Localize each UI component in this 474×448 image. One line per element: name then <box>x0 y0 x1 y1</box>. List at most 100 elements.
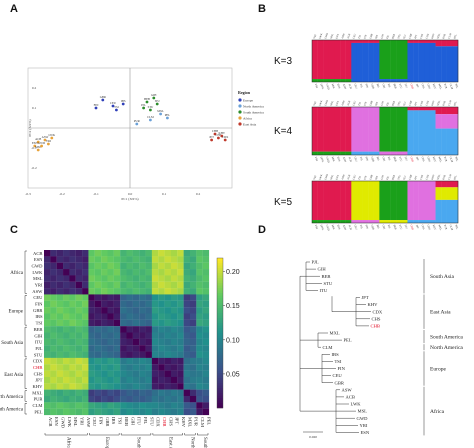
heatmap-cell <box>132 250 140 257</box>
heatmap-group-bracket <box>24 403 27 415</box>
heatmap-cell <box>50 351 57 358</box>
colorbar-segment <box>217 330 223 334</box>
admix-top-label: CEU <box>352 100 357 106</box>
heatmap-cell <box>183 326 191 333</box>
heatmap-cell <box>63 332 70 339</box>
admix-segment-stu <box>396 79 403 82</box>
heatmap-cell <box>202 275 210 282</box>
admix-segment-gwd <box>323 107 330 152</box>
heatmap-cell <box>107 250 114 257</box>
admix-row-label: K=5 <box>274 197 293 208</box>
heatmap-cell <box>132 338 140 346</box>
heatmap-cell <box>139 269 146 276</box>
heatmap-cell <box>75 275 83 282</box>
heatmap-cell <box>107 338 114 346</box>
heatmap-cell <box>196 345 203 352</box>
heatmap-cell <box>44 307 51 314</box>
admix-top-label: YRI <box>313 34 317 39</box>
colorbar-segment <box>217 343 223 346</box>
heatmap-cell <box>107 326 114 333</box>
admix-segment-pel <box>452 187 459 200</box>
admix-segment-acb <box>345 40 352 80</box>
heatmap-cell <box>101 250 108 257</box>
phylogenetic-tree: PJL GIH BEB STU ITU JPT KHV CDX CHS CHB MXL PEL CLM I… <box>299 259 463 439</box>
heatmap-cell <box>88 288 95 295</box>
heatmap-cell <box>170 262 178 270</box>
heatmap-cell <box>120 345 127 352</box>
heatmap-cell <box>132 262 140 270</box>
heatmap-cell <box>164 364 172 371</box>
heatmap-cell <box>151 389 159 397</box>
heatmap-cell <box>69 376 76 384</box>
heatmap-cell <box>75 364 83 371</box>
tree-clade-label: North America <box>430 345 463 351</box>
heatmap-cell <box>132 351 140 358</box>
heatmap-cell <box>202 370 210 378</box>
admix-segment-ibs <box>373 42 380 82</box>
admix-top-label: ITU <box>403 101 407 106</box>
heatmap-cell <box>75 313 83 320</box>
admix-segment-cdx <box>424 42 431 82</box>
heatmap-col-label: CDX <box>156 417 161 427</box>
heatmap-cell <box>132 319 140 327</box>
tree-leaf-label: CHS <box>372 316 381 321</box>
pca-legend-swatch <box>238 122 242 126</box>
admix-top-label: PJL <box>386 175 390 180</box>
colorbar-segment <box>217 288 223 291</box>
admix-bottom-label: YRI <box>314 83 318 88</box>
admix-top-label: CHS <box>420 33 425 39</box>
heatmap-cell <box>145 357 152 365</box>
heatmap-cell <box>88 262 95 270</box>
heatmap-cell <box>113 275 121 282</box>
admix-bottom-label: ITU <box>404 224 408 229</box>
admix-segment-pjl <box>385 220 391 223</box>
heatmap-cell <box>82 345 89 352</box>
heatmap-cell <box>177 262 184 270</box>
heatmap-cell <box>177 256 184 263</box>
colorbar-segment <box>217 363 223 366</box>
heatmap-cell <box>126 395 133 403</box>
admix-top-label: KHV <box>431 33 436 39</box>
heatmap-cell <box>126 313 133 320</box>
admix-bottom-label: CHB <box>409 224 414 230</box>
admix-segment-khv <box>429 110 436 155</box>
admix-top-label: LWK <box>319 33 324 40</box>
admix-top-label: MXL <box>436 33 441 40</box>
heatmap-cell <box>75 376 83 384</box>
colorbar-segment <box>217 380 223 384</box>
heatmap-cell <box>88 408 95 416</box>
heatmap-cell <box>170 256 178 263</box>
admix-segment-chs <box>418 181 425 221</box>
pca-point-stu <box>149 108 152 112</box>
pca-point-ceu <box>111 104 115 108</box>
heatmap-cell <box>202 408 210 416</box>
heatmap-cell <box>101 370 108 378</box>
heatmap-cell <box>132 269 140 276</box>
heatmap-cell <box>139 307 146 314</box>
heatmap-cell <box>69 370 76 378</box>
heatmap-cell <box>170 250 178 257</box>
pca-y-tick: 0.1 <box>32 106 37 110</box>
heatmap-cell <box>82 269 89 276</box>
admix-top-label: PEL <box>453 175 458 181</box>
heatmap-cell <box>126 357 133 365</box>
heatmap-group-label: South America <box>0 408 24 413</box>
admix-segment-cdx <box>424 181 431 221</box>
heatmap-cell <box>63 281 70 289</box>
heatmap-group-bracket-x <box>184 433 196 436</box>
heatmap-cell <box>189 338 197 346</box>
admix-segment-gih <box>379 151 386 155</box>
heatmap-cell <box>120 307 127 314</box>
heatmap-cell <box>44 402 51 409</box>
heatmap-cell <box>189 383 197 390</box>
heatmap-cell <box>56 307 64 314</box>
heatmap-cell <box>63 408 70 416</box>
heatmap-col-label: ASW <box>86 417 91 428</box>
heatmap-row-label: KHV <box>33 384 44 389</box>
heatmap-cell <box>44 370 51 378</box>
heatmap-cell <box>158 281 165 289</box>
admix-segment-beb <box>390 40 397 80</box>
heatmap-cell <box>44 326 51 333</box>
pca-point-clm <box>149 118 152 122</box>
heatmap-cell <box>75 370 83 378</box>
